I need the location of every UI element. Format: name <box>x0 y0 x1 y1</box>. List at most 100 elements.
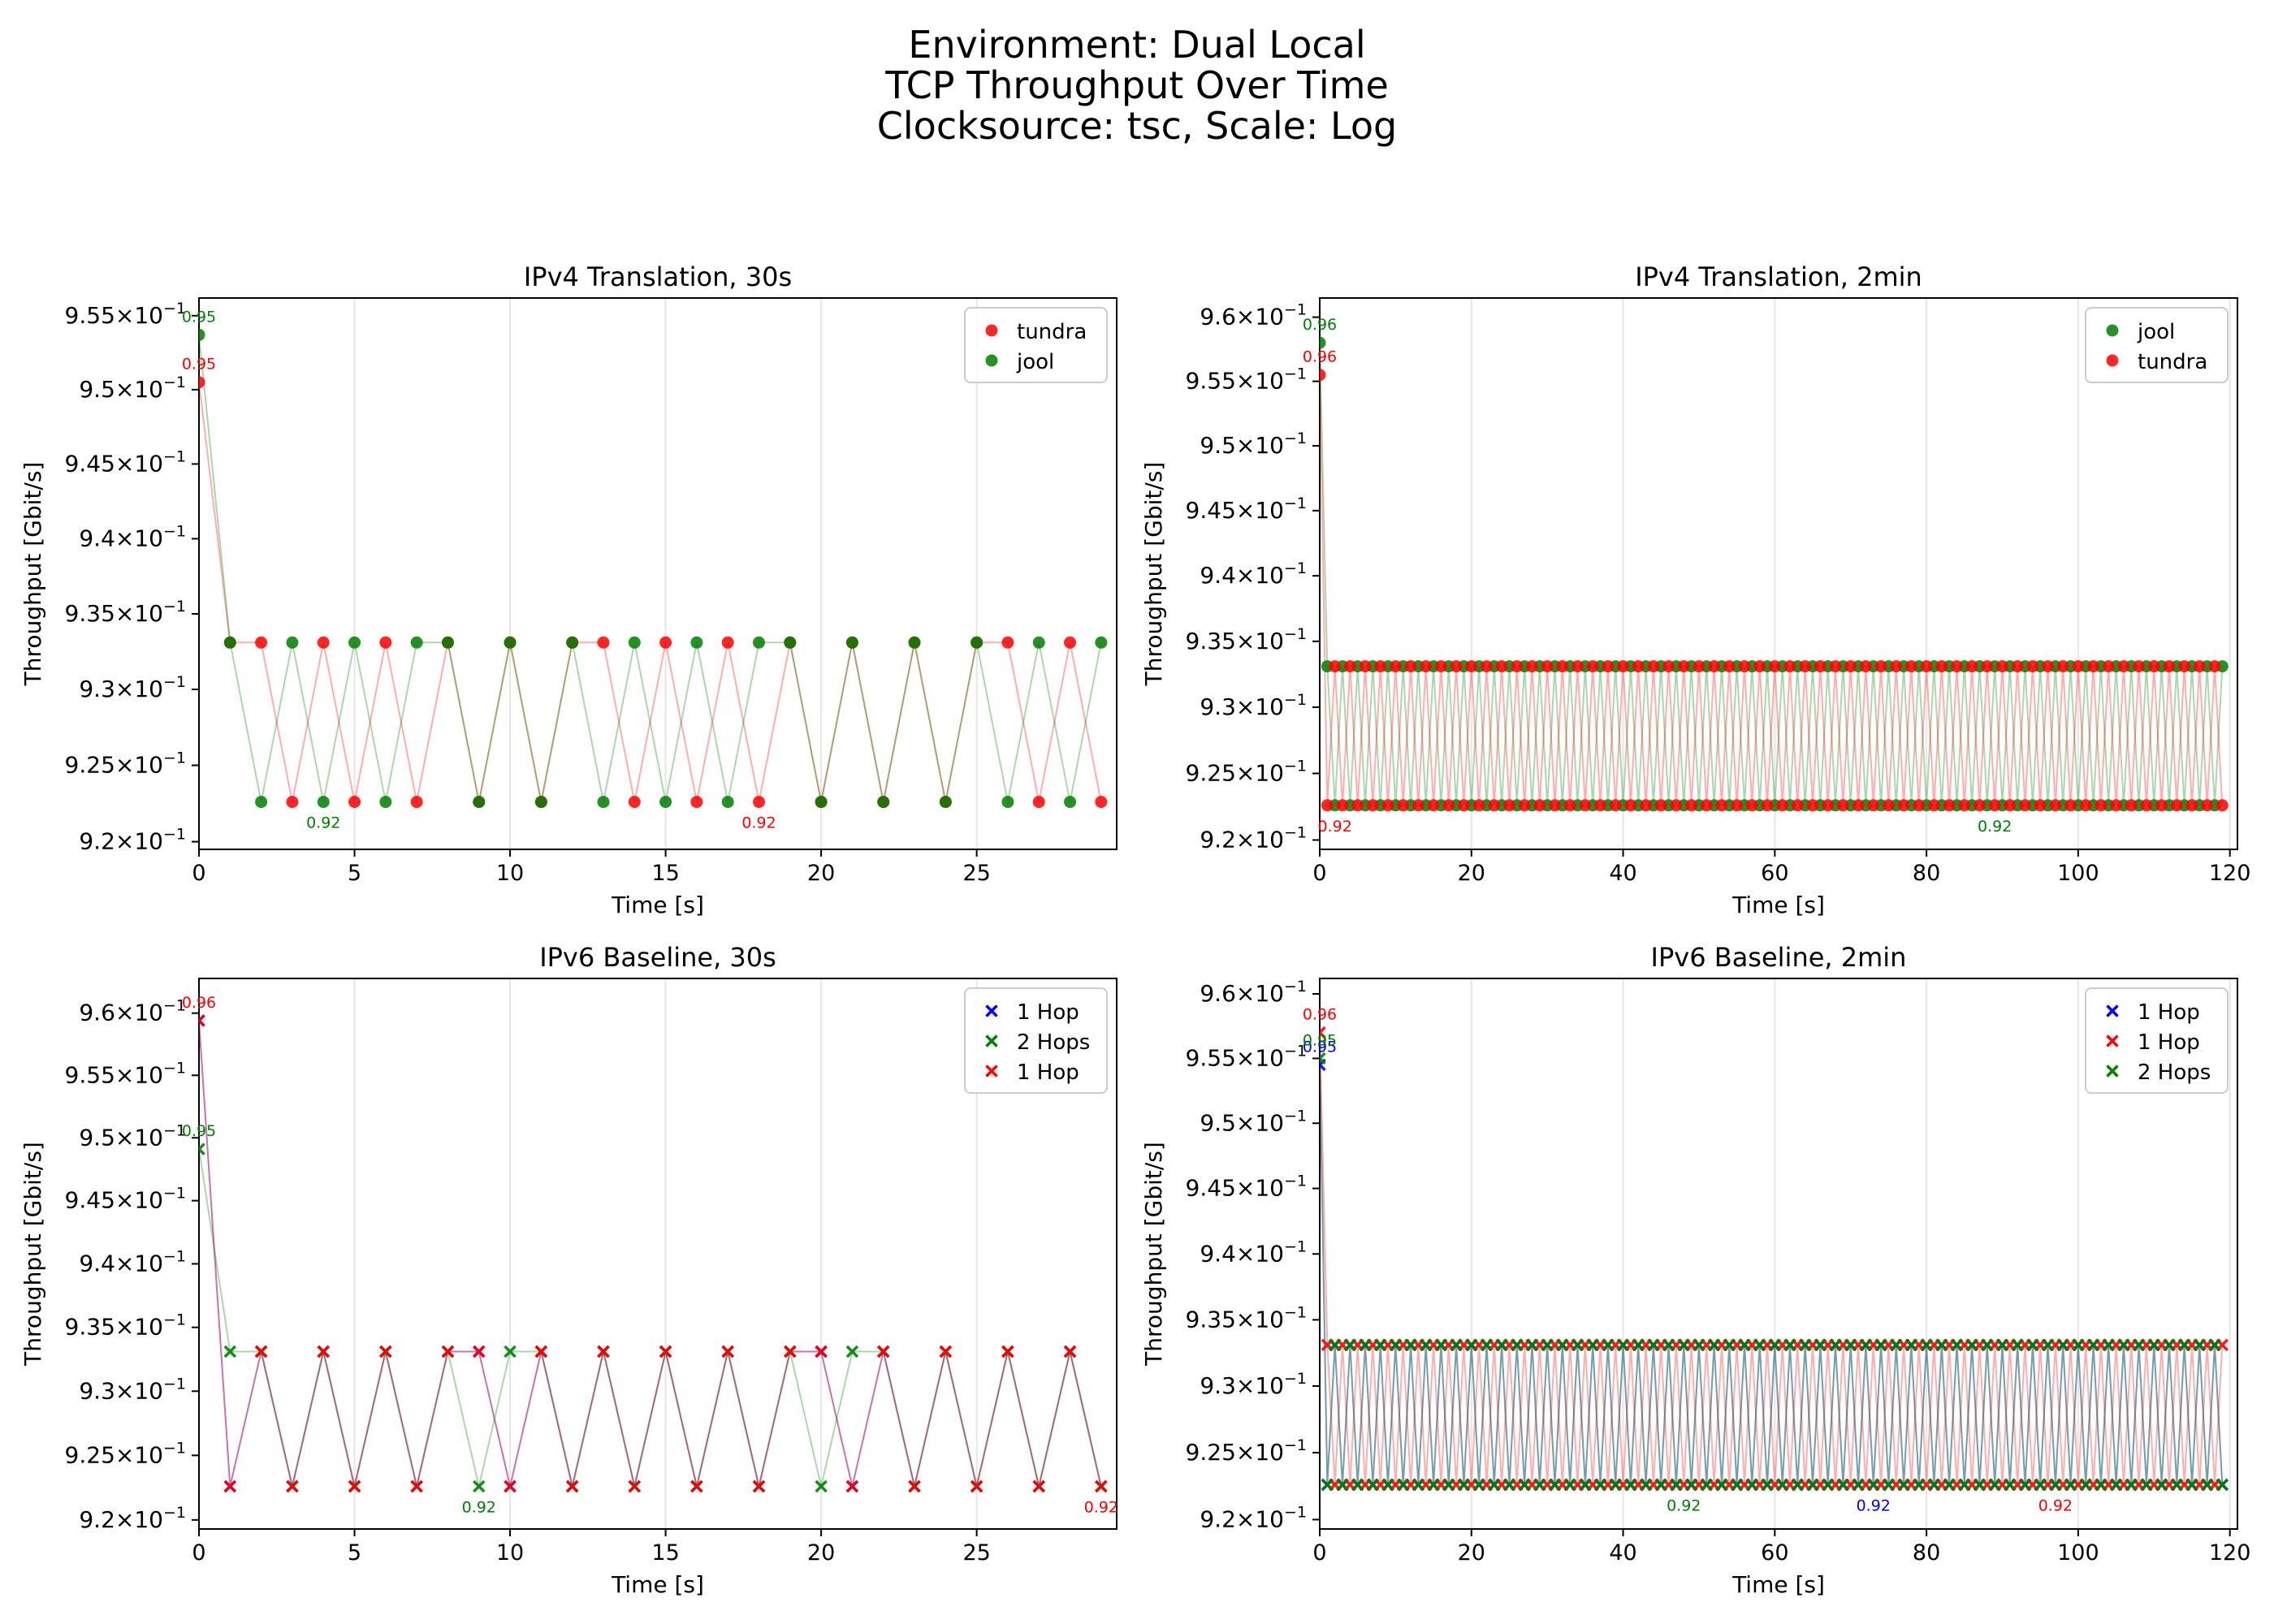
series-line <box>1320 1032 2224 1485</box>
data-point <box>1904 660 1917 673</box>
data-point <box>1662 660 1675 673</box>
y-tick-label: 9.2×10−1 <box>1200 1503 1307 1532</box>
data-point <box>2185 799 2198 812</box>
data-point <box>1321 799 1334 812</box>
data-point <box>1359 1338 1372 1352</box>
x-tick-label: 60 <box>1761 861 1788 886</box>
legend-label: 1 Hop <box>1017 1000 1079 1025</box>
y-axis-label: Throughput [Gbit/s] <box>19 1142 46 1367</box>
axes-frame <box>198 978 1118 1530</box>
data-point <box>2216 1478 2229 1492</box>
data-point <box>690 636 703 649</box>
data-label: 0.95 <box>1303 1038 1337 1056</box>
data-point <box>1617 660 1630 673</box>
x-tick-label: 20 <box>1458 861 1485 886</box>
data-point <box>379 1345 392 1358</box>
data-point <box>504 1479 517 1493</box>
data-point <box>348 636 361 649</box>
data-point <box>2018 1478 2032 1492</box>
data-point <box>1897 799 1910 812</box>
x-axis-label: Time [s] <box>611 1571 704 1598</box>
data-point <box>845 1479 859 1493</box>
data-point <box>1920 660 1933 673</box>
data-point <box>1973 799 1986 812</box>
data-label: 0.95 <box>182 356 216 374</box>
data-point <box>1913 799 1926 812</box>
series-line <box>199 335 1102 802</box>
data-point <box>473 796 486 809</box>
data-point <box>1480 660 1493 673</box>
data-point <box>1768 1338 1782 1352</box>
data-point <box>1488 799 1501 812</box>
axes-frame <box>198 297 1118 850</box>
data-point <box>2208 1338 2221 1352</box>
data-point <box>1715 799 1728 812</box>
legend-label: jool <box>2137 320 2175 344</box>
data-point <box>1988 1478 2001 1492</box>
data-point <box>565 1479 579 1493</box>
data-point <box>1457 1478 1471 1492</box>
data-point <box>1032 1479 1045 1493</box>
y-tick-label: 9.3×10−1 <box>79 1375 186 1404</box>
x-tick-label: 15 <box>651 1540 679 1566</box>
data-point <box>1685 799 1698 812</box>
data-point <box>1320 369 1326 382</box>
legend-frame <box>964 307 1108 383</box>
x-axis-label: Time [s] <box>1731 892 1825 918</box>
legend: jool tundra <box>2085 307 2229 383</box>
legend-marker <box>2106 1004 2119 1017</box>
subplot-title: IPv4 Translation, 2min <box>1635 261 1922 292</box>
data-point <box>784 636 797 649</box>
data-point <box>2042 660 2055 673</box>
data-point <box>1995 660 2008 673</box>
data-point <box>1791 799 1804 812</box>
data-point <box>2056 1338 2069 1352</box>
data-point <box>1981 1338 1994 1352</box>
data-point <box>1593 1478 1607 1492</box>
data-point <box>1549 799 1562 812</box>
data-point <box>1836 799 1849 812</box>
data-point <box>1571 1338 1584 1352</box>
data-label: 0.92 <box>741 814 776 832</box>
data-point <box>1693 660 1706 673</box>
y-tick-label: 9.55×10−1 <box>65 300 186 329</box>
data-layer <box>1320 336 2229 812</box>
data-point <box>1647 1338 1660 1352</box>
data-point <box>1624 799 1637 812</box>
legend-marker <box>2106 1034 2119 1047</box>
legend-label: 2 Hops <box>2138 1060 2211 1085</box>
y-tick-label: 9.25×10−1 <box>65 749 186 779</box>
data-point <box>1806 799 1819 812</box>
data-point <box>1958 1478 1971 1492</box>
data-label: 0.95 <box>182 1122 216 1140</box>
data-point <box>1579 1478 1592 1492</box>
data-label: 0.95 <box>182 308 216 326</box>
data-point <box>1343 660 1356 673</box>
legend-marker <box>985 354 998 367</box>
data-layer <box>1320 1026 2229 1492</box>
data-point <box>1472 1478 1485 1492</box>
data-point <box>1336 1478 1349 1492</box>
y-tick-label: 9.4×10−1 <box>1200 1237 1307 1267</box>
data-point <box>199 328 205 341</box>
data-point <box>2208 660 2221 673</box>
data-point <box>1480 1338 1494 1352</box>
data-point <box>1761 1478 1774 1492</box>
legend-frame <box>964 987 1108 1094</box>
figure-title-line-2: TCP Throughput Over Time <box>885 63 1389 107</box>
legend: tundra jool <box>964 307 1108 383</box>
x-tick-label: 0 <box>1312 1540 1326 1566</box>
data-point <box>1548 1478 1562 1492</box>
data-point <box>1852 1478 1865 1492</box>
y-tick-label: 9.2×10−1 <box>1200 823 1307 853</box>
data-point <box>2095 1478 2108 1492</box>
data-point <box>1859 660 1872 673</box>
x-tick-label: 60 <box>1761 1540 1788 1566</box>
data-point <box>908 1479 921 1493</box>
data-point <box>815 1345 828 1358</box>
data-point <box>1867 799 1880 812</box>
x-tick-label: 15 <box>651 861 679 886</box>
data-point <box>2193 660 2206 673</box>
data-point <box>752 636 765 649</box>
